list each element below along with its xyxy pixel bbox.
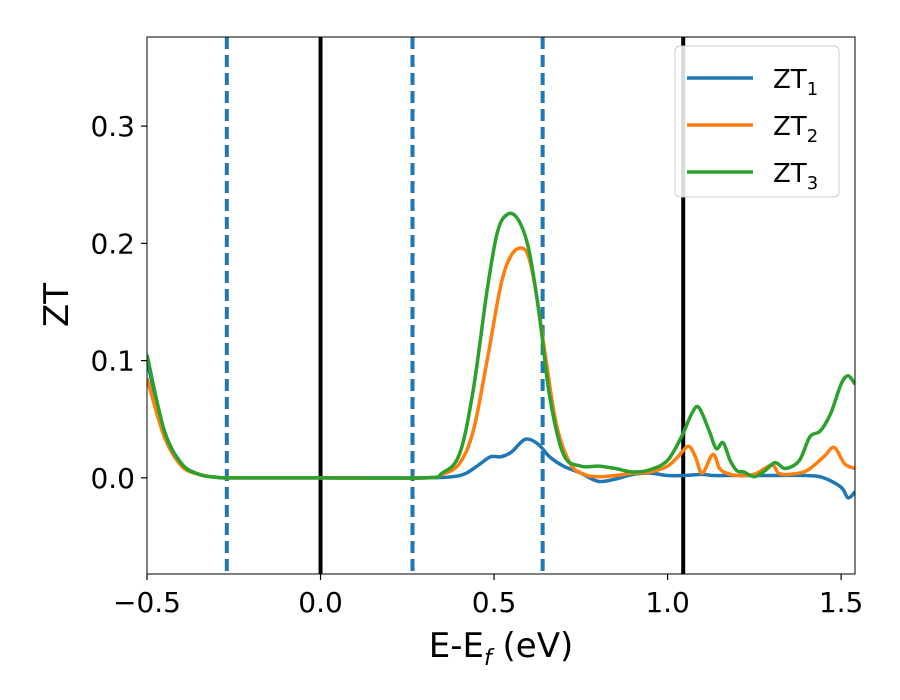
y-tick-label-3: 0.3 xyxy=(90,110,135,143)
legend-label-3: ZT3 xyxy=(773,159,818,194)
series-line-3 xyxy=(147,211,855,480)
y-tick-label-1: 0.1 xyxy=(90,345,135,378)
x-tick-label-4: 1.5 xyxy=(819,586,864,619)
x-tick-label-3: 1.0 xyxy=(645,586,690,619)
legend-box xyxy=(674,45,840,198)
y-axis-label: ZT xyxy=(37,283,77,327)
x-tick-label-1: 0.0 xyxy=(298,586,343,619)
legend-label-1: ZT1 xyxy=(773,65,818,100)
legend-label-2: ZT2 xyxy=(773,112,818,147)
y-tick-label-0: 0.0 xyxy=(90,462,135,495)
x-tick-label-0: −0.5 xyxy=(113,586,181,619)
series-line-2 xyxy=(147,246,855,480)
y-tick-label-2: 0.2 xyxy=(90,227,135,260)
x-tick-label-2: 0.5 xyxy=(472,586,517,619)
reference-lines xyxy=(224,37,686,574)
x-axis-label-unit: (eV) xyxy=(492,626,574,666)
plot-frame xyxy=(146,36,856,575)
series-lines xyxy=(147,211,855,500)
x-axis-label-sub: f xyxy=(484,646,495,671)
x-axis-label-main: E-E xyxy=(429,626,484,666)
legend: ZT1 ZT2 ZT3 xyxy=(674,45,840,198)
axis-ticks: −0.5 0.0 0.5 1.0 1.5 0.0 0.1 0.2 0.3 xyxy=(90,110,863,619)
x-axis-label: E-Ef (eV) xyxy=(429,626,574,671)
